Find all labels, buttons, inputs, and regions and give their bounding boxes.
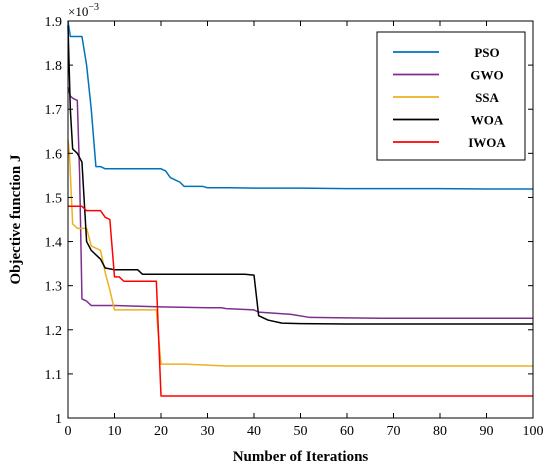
y-axis-exponent-base: ×10 <box>68 4 88 19</box>
series-line-ssa <box>67 140 533 367</box>
x-tick-label: 20 <box>154 424 168 439</box>
y-tick-label: 1.5 <box>45 191 63 206</box>
x-tick-label: 0 <box>65 424 72 439</box>
series-line-pso <box>67 20 533 190</box>
series-line-iwoa <box>68 205 533 397</box>
y-tick-label: 1.9 <box>45 15 63 30</box>
x-tick-label: 100 <box>523 424 544 439</box>
x-tick-label: 50 <box>294 424 308 439</box>
x-tick-label: 40 <box>247 424 261 439</box>
y-tick-label: 1.6 <box>45 147 63 162</box>
x-tick-label: 80 <box>433 424 447 439</box>
y-tick-label: 1.3 <box>45 280 63 295</box>
series-line-gwo <box>67 86 533 320</box>
y-tick-label: 1.7 <box>45 103 63 118</box>
y-axis-label: Objective function J <box>8 154 24 284</box>
y-axis-exponent-power: −3 <box>88 2 99 13</box>
x-tick-label: 10 <box>108 424 122 439</box>
y-tick-label: 1 <box>55 412 62 427</box>
x-tick-label: 30 <box>201 424 215 439</box>
legend-box <box>376 31 526 161</box>
y-tick-label: 1.4 <box>45 236 63 251</box>
x-tick-label: 60 <box>340 424 354 439</box>
series-line-woa <box>67 25 533 325</box>
x-tick-label: 90 <box>480 424 494 439</box>
y-tick-label: 1.8 <box>45 59 63 74</box>
ticks-layer: 0 10 20 30 40 50 60 70 80 90 100 1 1.1 1.2 1.3 1.4 1.5 1.… <box>45 15 544 439</box>
legend-label-ssa: SSA <box>475 90 499 105</box>
x-tick-label: 70 <box>387 424 401 439</box>
series-layer <box>67 20 533 397</box>
legend-label-gwo: GWO <box>470 68 503 83</box>
y-axis-exponent: ×10−3 <box>68 2 99 19</box>
y-tick-label: 1.2 <box>45 324 63 339</box>
x-axis-label: Number of Iterations <box>233 449 369 465</box>
legend-label-pso: PSO <box>474 45 499 60</box>
legend-label-iwoa: IWOA <box>468 135 506 150</box>
legend: PSO GWO SSA WOA IWOA <box>376 31 526 161</box>
legend-label-woa: WOA <box>471 113 504 128</box>
y-tick-label: 1.1 <box>45 368 63 383</box>
